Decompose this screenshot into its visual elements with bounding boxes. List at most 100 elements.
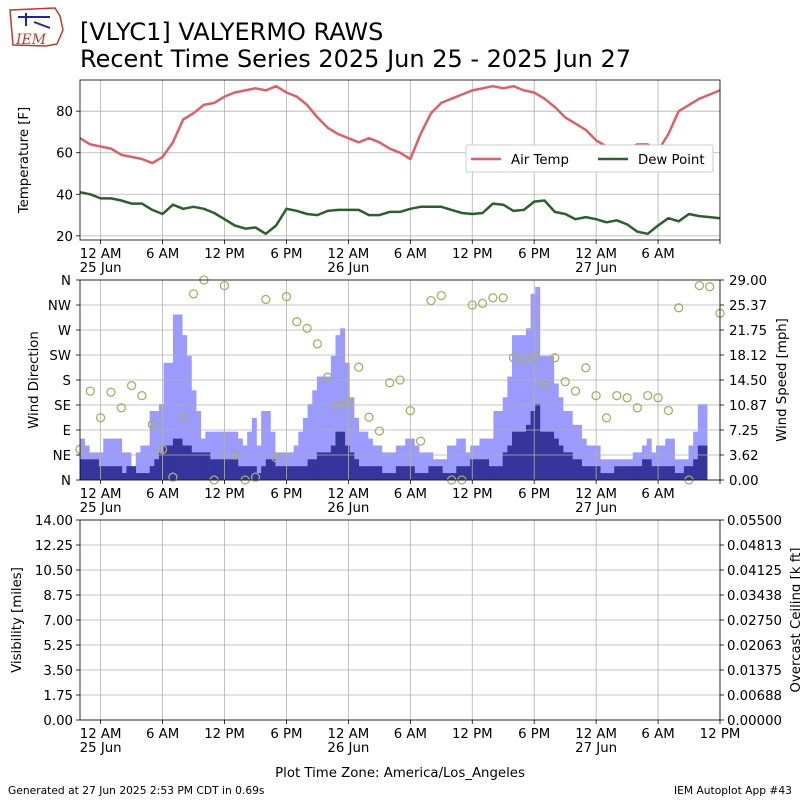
wind-gust-bar [409, 438, 415, 480]
wind-speed-bar [80, 459, 85, 480]
wind-gust-bar [428, 452, 434, 480]
wind-direction-point [116, 403, 126, 413]
wind-direction-point [126, 380, 137, 391]
wind-gust-bar [103, 438, 109, 480]
wind-speed-bar [558, 445, 564, 480]
y-tick-label: 20 [56, 230, 73, 245]
wind-gust-bar [465, 452, 471, 480]
speed-tick-label: 10.87 [729, 399, 767, 414]
wind-direction-point [137, 390, 147, 401]
wind-gust-bar [256, 445, 262, 480]
x-tick-label: 12 PM [204, 487, 245, 502]
wind-speed-bar [651, 466, 657, 480]
wind-direction-point [488, 293, 498, 303]
ceiling-tick-label: 0.04125 [727, 564, 782, 579]
wind-direction-point [292, 317, 302, 327]
y-tick-label: 80 [56, 105, 73, 120]
wind-gust-bar [553, 383, 559, 480]
wind-gust-bar [679, 459, 685, 480]
wind-speed-bar [126, 466, 132, 480]
wind-speed-bar [368, 466, 373, 480]
x-tick-label: 12 PM [700, 727, 741, 742]
x-tick-label: 6 AM [394, 727, 427, 742]
wind-speed-bar [563, 452, 569, 480]
x-tick-label: 12 AM [328, 487, 370, 502]
wind-speed-bar [665, 466, 671, 480]
ceiling-tick-label: 0.01375 [727, 664, 782, 679]
wind-speed-bar [474, 459, 480, 480]
x-tick-label: 12 PM [452, 727, 493, 742]
wind-direction-point [477, 298, 488, 308]
wind-gust-bar [697, 404, 703, 480]
wind-speed-bar [140, 473, 146, 480]
wind-gust-bar [377, 445, 383, 480]
wind-speed-bar [186, 445, 192, 480]
direction-tick-label: N [61, 274, 71, 289]
wind-speed-bar [131, 466, 137, 480]
x-tick-label: 12 AM [575, 487, 617, 502]
visibility-tick-label: 12.25 [35, 539, 73, 554]
x-tick-label: 6 AM [641, 247, 674, 262]
wind-speed-bar [521, 431, 527, 480]
logo-text: IEM [15, 32, 47, 48]
wind-direction-point [632, 403, 643, 413]
wind-speed-bar [349, 452, 355, 480]
wind-gust-bar [135, 452, 141, 480]
wind-gust-bar [261, 411, 267, 480]
chart-title-line2: Recent Time Series 2025 Jun 25 - 2025 Ju… [80, 45, 631, 73]
wind-direction-point [95, 413, 106, 423]
wind-speed-bar [572, 459, 578, 480]
wind-speed-bar [237, 466, 243, 480]
wind-speed-bar [535, 404, 541, 480]
ceiling-tick-label: 0.00000 [727, 714, 782, 729]
wind-gust-bar [609, 459, 615, 480]
direction-tick-label: W [58, 324, 71, 339]
wind-speed-bar [539, 431, 545, 480]
wind-gust-bar [442, 459, 448, 480]
timezone-label: Plot Time Zone: America/Los_Angeles [275, 766, 525, 781]
wind-speed-bar [409, 466, 415, 480]
wind-gust-bar [460, 438, 466, 480]
wind-gust-bar [567, 411, 573, 480]
wind-gust-bar [172, 314, 178, 480]
wind-direction-point [653, 393, 663, 403]
wind-speed-bar [669, 466, 675, 480]
wind-gust-bar [302, 417, 308, 480]
x-tick-label: 6 AM [641, 727, 674, 742]
wind-speed-bar [326, 452, 332, 480]
wind-gust-bar [525, 328, 531, 480]
x-tick-label: 12 AM [328, 247, 370, 262]
wind-speed-bar [423, 473, 429, 480]
wind-gust-bar [488, 438, 494, 480]
wind-direction-point [622, 393, 632, 403]
wind-speed-bar [590, 466, 596, 480]
wind-speed-bar [437, 466, 443, 480]
chart-title-line1: [VLYC1] VALYERMO RAWS [80, 18, 383, 46]
wind-direction-point [323, 372, 333, 382]
legend-dew-point-label: Dew Point [638, 153, 705, 168]
wind-gust-bar [665, 438, 671, 480]
speed-tick-label: 25.37 [729, 299, 767, 314]
direction-tick-label: NW [48, 299, 71, 314]
wind-direction-point [271, 453, 281, 463]
wind-speed-bar [121, 473, 127, 480]
wind-direction-point [529, 353, 539, 363]
wind-gust-bar [581, 438, 587, 480]
wind-gust-bar [539, 355, 545, 480]
wind-speed-bar [498, 466, 504, 480]
wind-speed-bar [196, 452, 202, 480]
wind-speed-bar [549, 431, 555, 480]
wind-speed-bar [405, 466, 411, 480]
wind-gust-bar [423, 452, 429, 480]
wind-speed-bar [265, 459, 271, 480]
visibility-axis-label: Visibility [miles] [10, 567, 25, 673]
wind-gust-bar [154, 411, 160, 480]
wind-gust-bar [117, 438, 123, 480]
x-tick-label: 12 PM [204, 727, 245, 742]
wind-gust-bar [219, 431, 225, 480]
wind-speed-bar [372, 466, 378, 480]
wind-gust-bar [312, 390, 318, 480]
wind-speed-bar [302, 466, 308, 480]
wind-gust-bar [307, 404, 313, 480]
wind-gust-bar [121, 452, 127, 480]
